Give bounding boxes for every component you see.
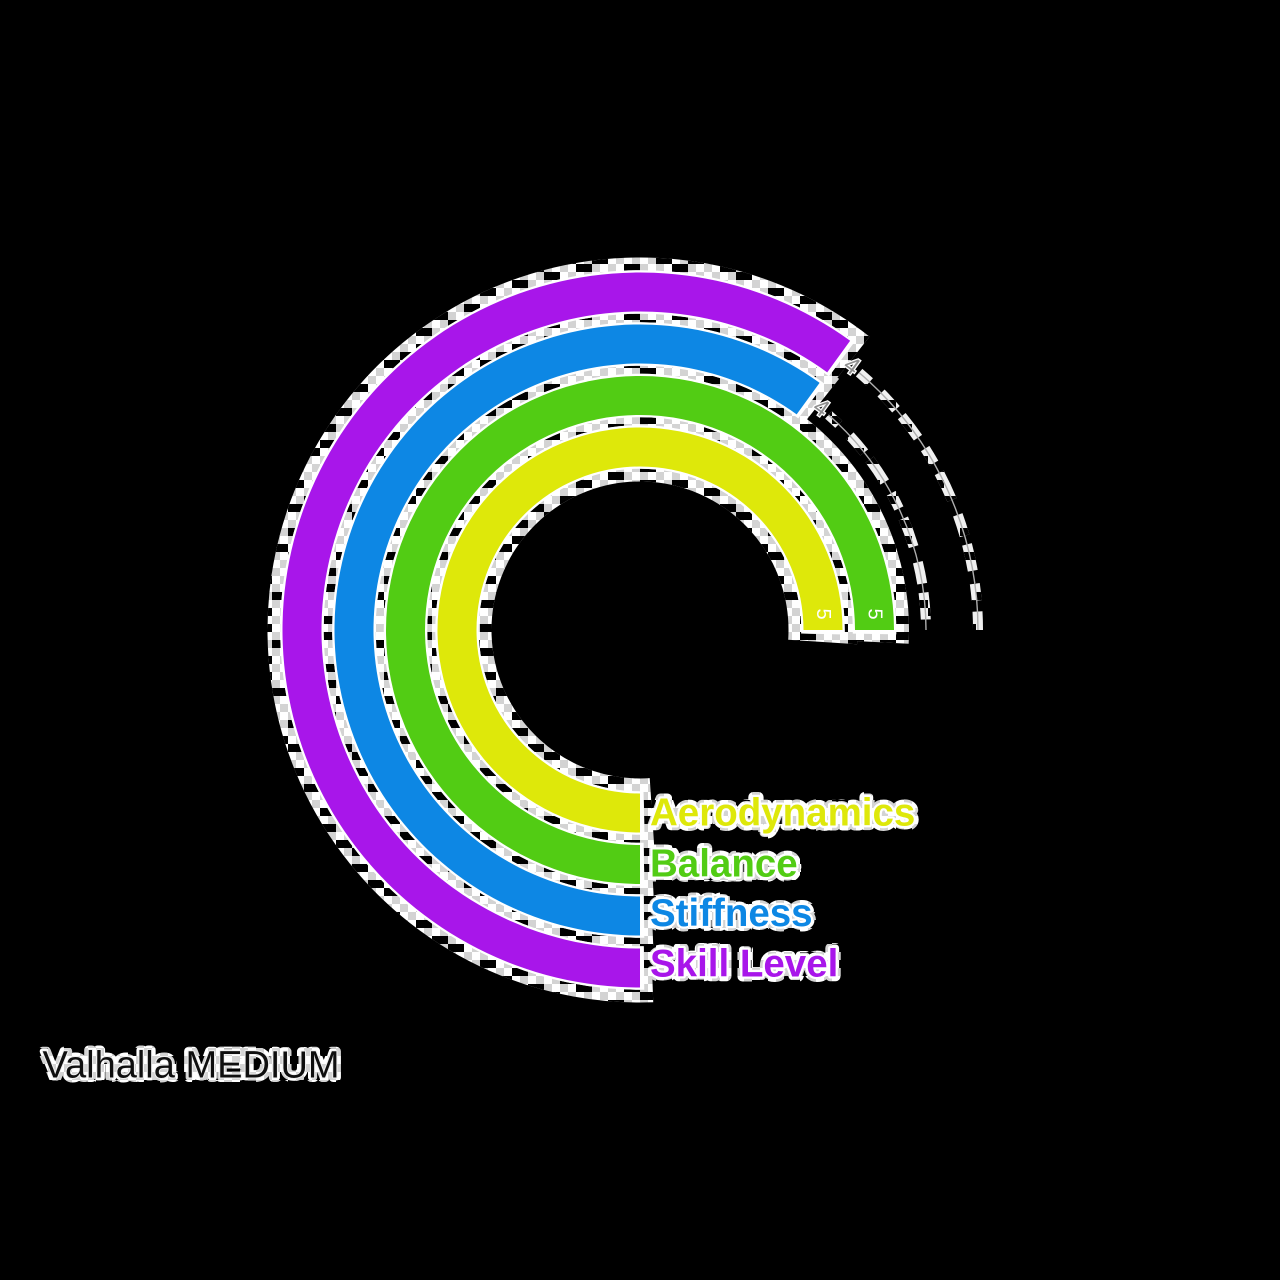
svg-text:5: 5 bbox=[812, 608, 834, 619]
svg-text:Stiffness: Stiffness bbox=[650, 892, 813, 935]
svg-text:Valhalla MEDIUM: Valhalla MEDIUM bbox=[43, 1045, 340, 1087]
svg-text:Balance: Balance bbox=[650, 843, 798, 886]
svg-text:Aerodynamics: Aerodynamics bbox=[650, 792, 915, 835]
svg-text:Skill Level: Skill Level bbox=[650, 943, 838, 986]
svg-text:5: 5 bbox=[864, 608, 886, 619]
